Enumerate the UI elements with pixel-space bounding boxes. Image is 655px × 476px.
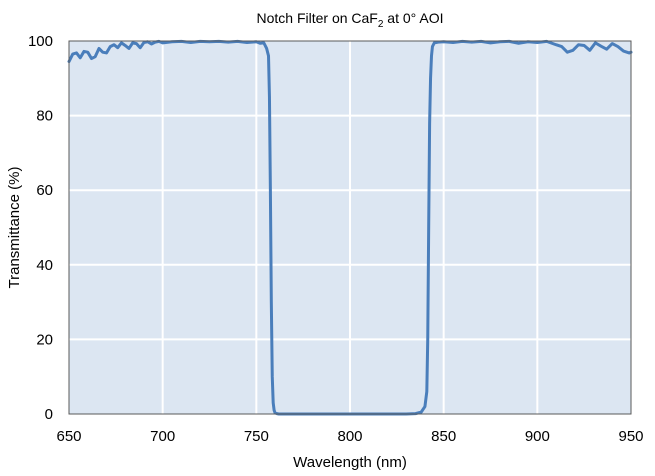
x-tick-label: 800 xyxy=(337,428,362,445)
chart-title-main: Notch Filter on CaF xyxy=(256,10,377,26)
plot-border xyxy=(68,40,632,415)
plot-area-group xyxy=(67,39,633,416)
x-tick-label: 650 xyxy=(56,428,81,445)
y-axis-title: Transmittance (%) xyxy=(6,167,23,289)
y-tick-label: 40 xyxy=(36,257,53,274)
y-tick-label: 0 xyxy=(45,406,53,423)
chart-title: Notch Filter on CaF2 at 0° AOI xyxy=(256,10,443,30)
x-tick-label: 900 xyxy=(525,428,550,445)
x-tick-label: 700 xyxy=(150,428,175,445)
y-tick-label: 100 xyxy=(28,33,53,50)
x-tick-label: 750 xyxy=(244,428,269,445)
x-tick-label: 950 xyxy=(618,428,643,445)
x-axis-title: Wavelength (nm) xyxy=(293,454,407,471)
y-tick-label: 80 xyxy=(36,108,53,125)
chart-title-suffix: at 0° AOI xyxy=(383,10,443,26)
chart-title-subscript: 2 xyxy=(378,19,384,30)
y-gridlines xyxy=(69,114,631,341)
y-tick-label: 20 xyxy=(36,331,53,348)
y-tick-labels: 0 20 40 60 80 100 xyxy=(28,33,53,423)
x-tick-labels: 650 700 750 800 850 900 950 xyxy=(56,428,643,445)
y-tick-label: 60 xyxy=(36,182,53,199)
x-gridlines xyxy=(161,41,539,414)
x-tick-label: 850 xyxy=(431,428,456,445)
